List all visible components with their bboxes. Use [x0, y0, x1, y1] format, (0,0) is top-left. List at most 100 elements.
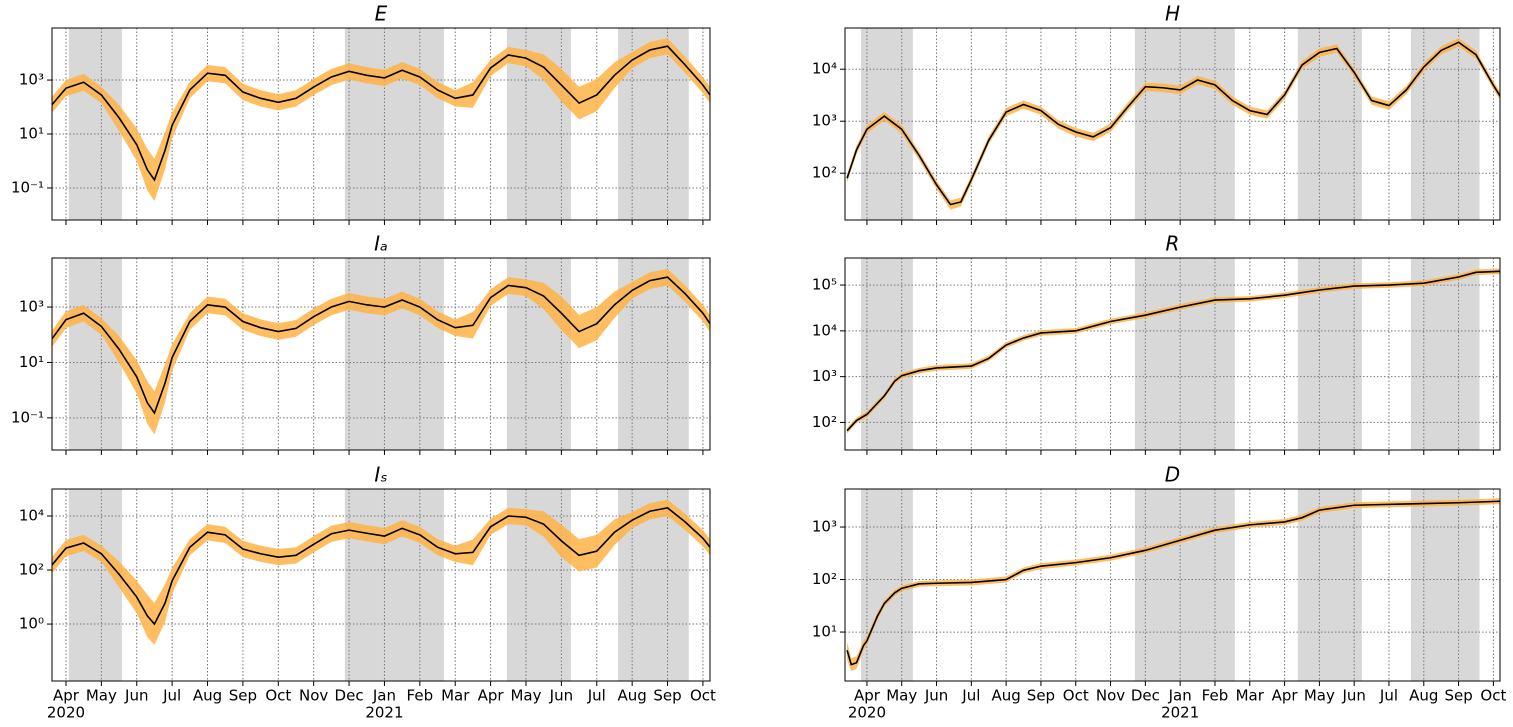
axes-frame [844, 488, 1501, 682]
x-tick-label: Oct [265, 687, 291, 705]
x-tick-label: Aug [618, 687, 647, 705]
uncertainty-band [847, 498, 1500, 672]
axes-frame [51, 27, 711, 221]
year-label: 2020 [47, 704, 85, 722]
y-tick-label: 10¹ [812, 623, 837, 641]
panel [52, 258, 710, 450]
x-tick-label: Aug [193, 687, 222, 705]
y-tick-label: 10² [812, 570, 837, 588]
x-tick-label: Aug [1409, 687, 1438, 705]
axes-frame [844, 27, 1501, 221]
year-label: 2020 [848, 704, 886, 722]
y-tick-label: 10⁴ [19, 507, 44, 525]
x-tick-label: Jun [924, 687, 948, 705]
panel [845, 258, 1500, 450]
x-tick-label: May [86, 687, 117, 705]
y-tick-label: 10¹ [19, 125, 44, 143]
x-tick-label: May [886, 687, 917, 705]
y-tick-label: 10³ [812, 367, 837, 385]
shaded-period [1297, 28, 1362, 220]
y-tick-label: 10⁵ [812, 276, 837, 294]
y-tick-label: 10³ [812, 112, 837, 130]
x-tick-label: Jun [124, 687, 148, 705]
uncertainty-band [847, 38, 1500, 210]
x-tick-label: May [1304, 687, 1335, 705]
x-tick-label: Feb [1202, 687, 1229, 705]
median-line [52, 507, 710, 626]
median-line [52, 276, 710, 415]
axes-frame [51, 488, 711, 682]
panel-title: Iₛ [374, 463, 387, 487]
x-tick-label: Apr [1272, 687, 1299, 705]
x-tick-label: Oct [1063, 687, 1089, 705]
panel [845, 28, 1500, 220]
panel-title: E [375, 2, 388, 26]
x-tick-label: Oct [690, 687, 716, 705]
shaded-period [344, 489, 444, 681]
x-tick-label: Dec [335, 687, 364, 705]
y-tick-label: 10³ [19, 71, 44, 89]
y-tick-label: 10⁰ [19, 615, 44, 633]
panel-title: R [1166, 232, 1180, 256]
y-tick-label: 10⁴ [812, 60, 837, 78]
panel [52, 489, 710, 681]
shaded-period [1134, 28, 1235, 220]
shaded-period [1297, 489, 1362, 681]
x-tick-label: Sep [1027, 687, 1055, 705]
x-tick-label: Jan [372, 687, 396, 705]
x-tick-label: Apr [478, 687, 505, 705]
x-tick-label: Apr [854, 687, 881, 705]
panel-title: H [1165, 2, 1180, 26]
x-tick-label: Jun [549, 687, 573, 705]
x-tick-label: Mar [1236, 687, 1265, 705]
x-tick-label: Aug [991, 687, 1020, 705]
x-tick-label: Jul [587, 687, 606, 705]
y-tick-label: 10⁻¹ [11, 408, 44, 426]
y-tick-label: 10³ [19, 298, 44, 316]
x-tick-label: May [510, 687, 541, 705]
y-tick-label: 10⁴ [812, 321, 837, 339]
shaded-period [68, 28, 122, 220]
y-tick-label: 10⁻¹ [11, 178, 44, 196]
axes-frame [844, 257, 1501, 451]
x-tick-label: Sep [229, 687, 257, 705]
shaded-period [344, 28, 444, 220]
x-tick-label: Sep [653, 687, 681, 705]
panel-title: D [1165, 463, 1180, 487]
panel [52, 28, 710, 220]
x-tick-label: Jan [1168, 687, 1192, 705]
x-tick-label: Feb [407, 687, 434, 705]
uncertainty-band [52, 38, 710, 201]
shaded-period [1134, 258, 1235, 450]
y-tick-label: 10³ [812, 518, 837, 536]
y-tick-label: 10² [812, 413, 837, 431]
median-line [846, 270, 1500, 432]
year-label: 2021 [365, 704, 403, 722]
shaded-period [861, 258, 913, 450]
x-tick-label: Jul [961, 687, 980, 705]
shaded-period [1134, 489, 1235, 681]
x-tick-label: Nov [1096, 687, 1125, 705]
x-tick-label: Jun [1341, 687, 1365, 705]
uncertainty-band [52, 499, 710, 645]
panel [845, 489, 1500, 681]
x-tick-label: Mar [441, 687, 470, 705]
shaded-period [1410, 489, 1480, 681]
x-tick-label: Jul [162, 687, 181, 705]
x-tick-label: Oct [1480, 687, 1506, 705]
y-tick-label: 10² [19, 561, 44, 579]
shaded-period [344, 258, 444, 450]
shaded-period [68, 489, 122, 681]
x-tick-label: Sep [1444, 687, 1472, 705]
panel-title: Iₐ [374, 232, 388, 256]
median-line [52, 45, 710, 182]
median-line [846, 500, 1500, 666]
median-line [846, 41, 1500, 206]
year-label: 2021 [1161, 704, 1199, 722]
uncertainty-band [52, 268, 710, 435]
shaded-period [1410, 258, 1480, 450]
x-tick-label: Nov [299, 687, 328, 705]
y-tick-label: 10¹ [19, 353, 44, 371]
x-tick-label: Apr [53, 687, 80, 705]
